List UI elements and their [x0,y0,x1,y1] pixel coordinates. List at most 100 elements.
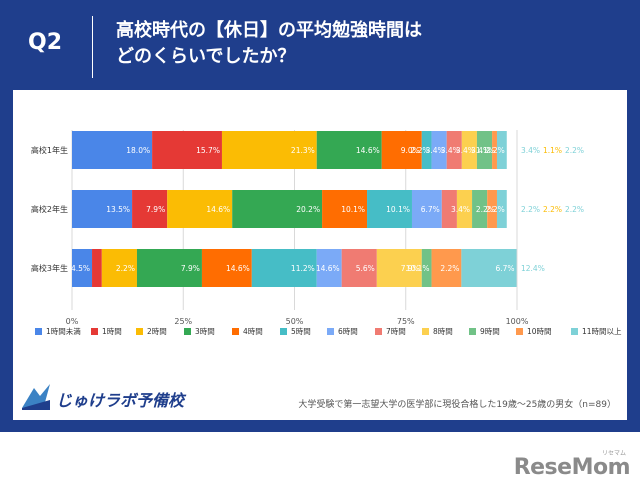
data-label: 2.2% [476,205,495,214]
data-label: 18.0% [126,146,150,155]
legend-swatch [469,328,476,335]
bar-segment [221,131,317,169]
bar-segment [322,190,368,228]
bar-segment [456,190,473,228]
bar-segment [72,249,93,287]
bar-segment [101,249,137,287]
legend-label: 5時間 [291,327,311,336]
brand-logo: ReseMom [513,455,631,480]
bar-segment [367,190,412,228]
legend-label: 7時間 [386,327,406,336]
bar-segment [341,249,377,287]
bar-segment [496,131,507,169]
legend-label: 11時間以上 [582,327,622,336]
overflow-data-label: 2.2% [521,205,540,214]
bar-segment [476,131,493,169]
bar-segment [461,131,477,169]
bar-segment [487,190,497,228]
data-label: 1.1% [476,146,495,155]
bar-segment [376,249,422,287]
data-label: 2.2% [486,205,505,214]
chart-panel: 0% 25% 50% 75% 100% 高校1年生 高校2年生 高校3年生 18.0% 15.7%… [13,90,627,420]
overflow-data-label: 1.1% [543,146,562,155]
legend-label: 1時間 [102,327,122,336]
data-label: 13.5% [106,205,130,214]
bar-segment [316,249,342,287]
logo: じゅけラボ予備校 [20,382,190,414]
data-label: 7.9% [146,205,165,214]
data-label: 6.7% [421,205,440,214]
bar-segment [92,249,102,287]
legend-label: 6時間 [338,327,358,336]
question-title-line-1: 高校時代の【休日】の平均勉強時間は [116,20,422,41]
bar-segment [472,190,488,228]
bar-segment [201,249,252,287]
legend-swatch [422,328,429,335]
bar-segment [167,190,233,228]
legend-swatch [232,328,239,335]
bar-segment [461,249,517,287]
bar-segment [421,131,432,169]
x-tick-label: 50% [286,317,304,326]
overflow-data-label: 3.4% [521,146,540,155]
data-label: 10.1% [386,205,410,214]
logo-text: じゅけラボ予備校 [56,391,185,410]
data-label: 3.4% [441,146,460,155]
data-label: 21.3% [291,146,315,155]
category-label: 高校3年生 [31,263,68,273]
question-number: Q2 [28,30,63,55]
legend-label: 3時間 [195,327,215,336]
data-label: 3.4% [426,146,445,155]
data-label: 11.2% [291,264,315,273]
bar-segment [496,190,507,228]
data-label: 15.7% [196,146,220,155]
bar-segment [446,131,462,169]
data-label: 2.2% [410,146,429,155]
legend-swatch [375,328,382,335]
data-label: 14.6% [356,146,380,155]
data-label: 10.1% [341,205,365,214]
bar-segment [251,249,317,287]
data-label: 7.9% [401,264,420,273]
legend-swatch [184,328,191,335]
legend-label: 1時間未満 [46,326,81,336]
x-tick-label: 100% [506,317,529,326]
bar-segment [232,190,323,228]
overflow-data-label: 2.2% [565,205,584,214]
data-label: 4.5% [71,264,90,273]
category-label: 高校1年生 [31,145,68,155]
data-label: 20.2% [296,205,320,214]
survey-note: 大学受験で第一志望大学の医学部に現役合格した19歳～25歳の男女（n=89） [298,400,616,410]
legend-label: 4時間 [243,327,263,336]
bar-segment [132,190,168,228]
logo-mark-icon [22,384,50,410]
data-label: 9.0% [401,146,420,155]
legend-swatch [91,328,98,335]
data-label: 6.7% [495,264,514,273]
bar-segment [72,190,133,228]
legend-swatch [136,328,143,335]
overflow-data-label: 12.4% [521,264,545,273]
data-label: 3.4% [471,146,490,155]
x-tick-label: 25% [174,317,192,326]
bar-segment [381,131,422,169]
header-frame: Q2 高校時代の【休日】の平均勉強時間は どのくらいでしたか？ 0% 25% 50%… [0,0,640,432]
x-tick-label: 0% [66,317,79,326]
bar-segment [152,131,222,169]
legend-label: 2時間 [147,327,167,336]
legend-swatch [516,328,523,335]
bar-segment [316,131,382,169]
bar-segment [411,190,442,228]
data-label: 14.6% [316,264,340,273]
bar-segment [441,190,457,228]
legend-label: 10時間 [527,327,552,336]
bar-segment [431,249,462,287]
bar-segment [72,131,153,169]
data-label: 10.1% [406,264,430,273]
brand-subtitle: リセマム [601,450,626,457]
data-label: 5.6% [356,264,375,273]
legend-label: 9時間 [480,327,500,336]
category-label: 高校2年生 [31,204,68,214]
overflow-data-label: 2.2% [565,146,584,155]
